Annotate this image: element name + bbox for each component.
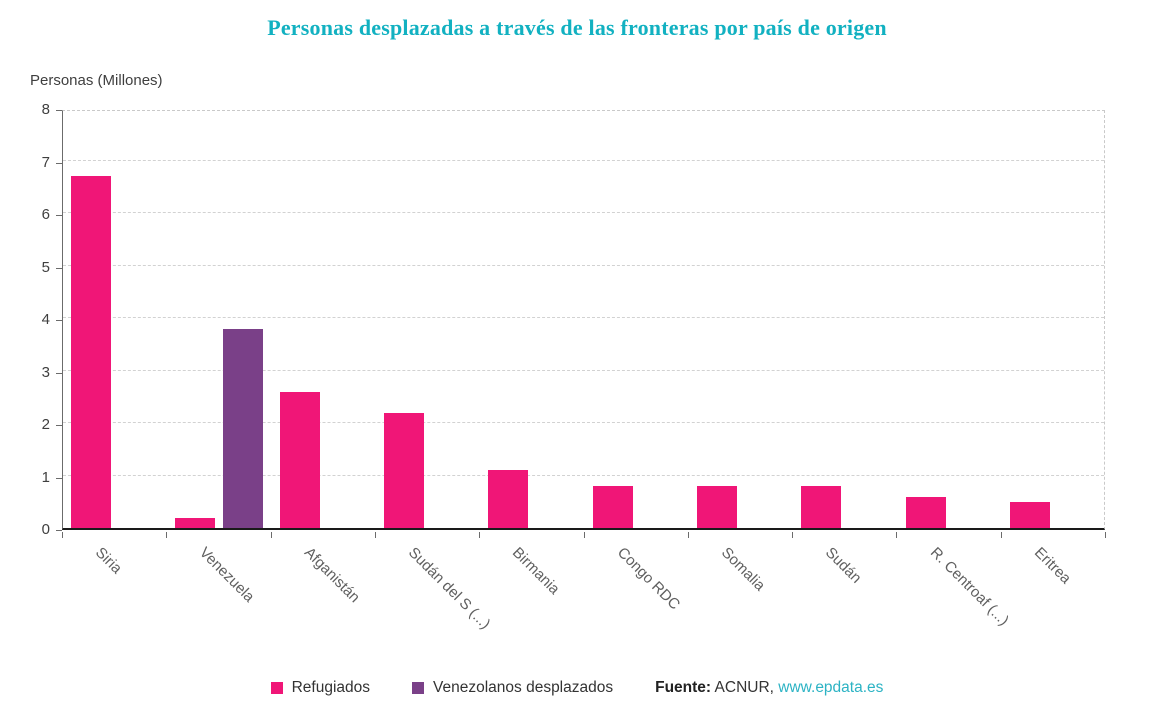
y-axis-title: Personas (Millones) bbox=[30, 72, 163, 89]
x-axis-tick-mark bbox=[479, 532, 481, 538]
x-axis-tick-mark bbox=[1000, 532, 1002, 538]
source-credit: Fuente: ACNUR, www.epdata.es bbox=[655, 679, 883, 697]
gridline bbox=[63, 369, 1104, 371]
y-axis-tick-label: 4 bbox=[41, 311, 50, 328]
y-axis-tick-mark bbox=[56, 425, 62, 426]
y-axis-tick-mark bbox=[56, 215, 62, 216]
y-axis-tick-label: 0 bbox=[41, 521, 50, 538]
bar-refugiados-siria[interactable] bbox=[71, 176, 112, 528]
x-axis-tick-mark bbox=[374, 532, 376, 538]
venezolanos-swatch-icon bbox=[412, 682, 424, 694]
x-axis-label-r-centroaf: R. Centroaf (...) bbox=[926, 544, 1012, 630]
gridline bbox=[63, 264, 1104, 266]
x-axis-tick-mark bbox=[583, 532, 585, 538]
bar-refugiados-sud-n[interactable] bbox=[801, 486, 842, 528]
x-axis-tick-mark bbox=[896, 532, 898, 538]
legend-item-refugiados[interactable]: Refugiados bbox=[270, 679, 370, 697]
x-axis-tick-mark bbox=[1105, 532, 1106, 538]
refugiados-swatch-icon bbox=[270, 682, 283, 694]
x-axis-label-congo-rdc: Congo RDC bbox=[613, 544, 683, 614]
legend: Refugiados Venezolanos desplazados Fuent… bbox=[0, 679, 1154, 697]
bar-refugiados-congo-rdc[interactable] bbox=[592, 486, 633, 528]
gridline bbox=[63, 159, 1104, 161]
x-axis-label-birmania: Birmania bbox=[509, 544, 564, 598]
gridline bbox=[63, 317, 1104, 318]
gridline bbox=[63, 474, 1104, 476]
legend-label-refugiados: Refugiados bbox=[291, 679, 370, 696]
x-axis-label-siria: Siria bbox=[92, 544, 126, 578]
bar-refugiados-sud-n-del-s[interactable] bbox=[384, 412, 425, 528]
bar-refugiados-afganist-n[interactable] bbox=[279, 391, 320, 528]
y-axis-tick-mark bbox=[56, 530, 62, 531]
bar-refugiados-r-centroaf[interactable] bbox=[905, 496, 946, 528]
x-axis-label-sud-n-del-s: Sudán del S (...) bbox=[405, 544, 494, 633]
y-axis-tick-label: 1 bbox=[41, 468, 50, 486]
x-axis-tick-mark bbox=[62, 532, 63, 538]
y-axis-tick-mark bbox=[56, 110, 62, 111]
y-axis-tick-mark bbox=[56, 320, 62, 321]
bar-refugiados-birmania[interactable] bbox=[488, 470, 529, 528]
x-axis-tick-mark bbox=[270, 532, 272, 538]
y-axis-tick-label: 2 bbox=[41, 416, 50, 433]
bar-refugiados-venezuela[interactable] bbox=[175, 517, 216, 528]
x-axis-tick-mark bbox=[792, 532, 794, 538]
y-axis-tick-mark bbox=[56, 162, 62, 164]
source-prefix: Fuente: bbox=[655, 679, 712, 696]
y-axis-tick-label: 3 bbox=[41, 363, 50, 381]
source-agency: ACNUR, bbox=[711, 679, 779, 696]
bar-refugiados-somalia[interactable] bbox=[696, 486, 737, 528]
x-axis-label-afganist-n: Afganistán bbox=[300, 544, 363, 607]
y-axis-tick-label: 7 bbox=[41, 153, 50, 171]
y-axis-tick-label: 6 bbox=[41, 206, 50, 223]
y-axis-tick-label: 8 bbox=[41, 101, 50, 118]
x-axis-label-somalia: Somalia bbox=[717, 544, 769, 595]
gridline bbox=[63, 212, 1104, 213]
bar-venezolanos-desplazados-venezuela[interactable] bbox=[223, 328, 264, 528]
y-axis-tick-mark bbox=[56, 477, 62, 479]
source-link[interactable]: www.epdata.es bbox=[778, 679, 884, 696]
y-axis-tick-label: 5 bbox=[41, 258, 50, 276]
bar-refugiados-eritrea[interactable] bbox=[1009, 501, 1050, 528]
y-axis-tick-mark bbox=[56, 267, 62, 269]
legend-item-venezolanos[interactable]: Venezolanos desplazados bbox=[412, 679, 613, 697]
gridline bbox=[63, 422, 1104, 423]
x-axis-tick-mark bbox=[166, 532, 168, 538]
x-axis-label-eritrea: Eritrea bbox=[1030, 544, 1075, 588]
y-axis-tick-mark bbox=[56, 372, 62, 374]
plot-area bbox=[62, 110, 1105, 530]
x-axis-label-sud-n: Sudán bbox=[822, 544, 865, 587]
x-axis-tick-mark bbox=[687, 532, 689, 538]
chart-title: Personas desplazadas a través de las fro… bbox=[267, 15, 887, 40]
legend-label-venezolanos: Venezolanos desplazados bbox=[433, 679, 614, 696]
x-axis-label-venezuela: Venezuela bbox=[196, 544, 258, 606]
